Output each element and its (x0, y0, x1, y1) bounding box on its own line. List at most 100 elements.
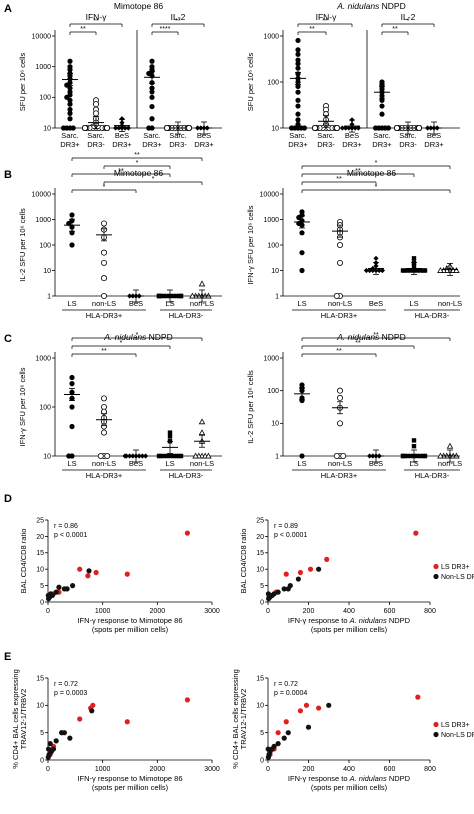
c2-point (299, 453, 305, 459)
e2-point-ls (316, 705, 322, 711)
c2-point (336, 387, 343, 394)
b1-y-tick-label: 100 (39, 242, 51, 249)
d1-annotation: r = 0.86 (54, 523, 78, 530)
b1-category-label: LS (67, 299, 76, 308)
d1-x-tick-label: 2000 (150, 608, 166, 615)
c1-point (69, 374, 75, 381)
b1-y-tick-label: 10 (43, 268, 51, 275)
e2-x-label: IFN-γ response to A. nidulans NDPD (288, 774, 411, 783)
d2-annotation: r = 0.89 (274, 523, 298, 530)
e1-point-nonls (53, 738, 59, 744)
a1-category-label: Sarc. (87, 131, 105, 140)
c2-point (446, 442, 454, 449)
d1-point-nonls (70, 583, 76, 589)
d2-annotation: p < 0.0001 (274, 532, 307, 539)
c2-point (299, 397, 305, 404)
e1-point-nonls (67, 735, 73, 741)
c1-group-label: HLA-DR3+ (86, 471, 123, 480)
c1-point (178, 453, 184, 459)
panel-label-B: B (4, 169, 12, 181)
a2-point (295, 97, 301, 103)
b2-point (363, 267, 369, 274)
a1-point (67, 67, 73, 73)
a2-point (393, 125, 400, 132)
a1-point (67, 85, 73, 91)
a2-category-label: DR3+ (288, 140, 308, 149)
a2-point (355, 125, 361, 131)
a2-y-label: SFU per 10⁶ cells (246, 52, 255, 111)
b2-point (370, 267, 376, 274)
b2-group-label: HLA-DR3- (415, 311, 450, 320)
e2-x-tick-label: 600 (384, 766, 396, 773)
b1-sig-label: * (103, 184, 106, 191)
a2-sig-label: ** (392, 26, 398, 33)
d1-y-tick-label: 10 (36, 567, 44, 574)
d2-x-tick-label: 200 (303, 608, 315, 615)
a2-category-label: Sarc. (317, 131, 335, 140)
e2-x-tick-label: 200 (303, 766, 315, 773)
a1-y-tick-label: 10000 (32, 33, 52, 40)
a1-point (67, 97, 73, 103)
b2-category-label: non-LS (438, 299, 462, 308)
a2-category-label: DR3+ (372, 140, 392, 149)
c1-point (156, 453, 162, 459)
a2-point (373, 125, 379, 131)
a1-y-label: SFU per 10⁶ cells (18, 52, 27, 111)
a2-y-tick-label: 10 (271, 125, 279, 132)
a1-category-label: DR3+ (112, 140, 132, 149)
c2-category-label: non-LS (438, 459, 462, 468)
d1-point-ls (85, 573, 91, 579)
c1-point (161, 453, 166, 459)
panel-label-E: E (4, 651, 11, 663)
a1-point (93, 110, 100, 117)
e2-point-nonls (285, 730, 291, 736)
a2-y-tick-label: 1000 (263, 33, 279, 40)
d1-annotation: p < 0.0001 (54, 532, 87, 539)
a2-point (295, 103, 301, 109)
c1-point (69, 381, 75, 387)
e2-x-tick-label: 0 (266, 766, 270, 773)
b2-point (453, 267, 460, 273)
d2-point-ls (307, 566, 314, 572)
d2-point-nonls (285, 586, 291, 592)
d2-point-ls (413, 530, 419, 536)
e2-y-tick-label: 10 (256, 703, 264, 710)
b1-title: Mimotope 86 (114, 168, 163, 178)
e2-point-nonls (265, 754, 272, 760)
c1-category-label: non-LS (190, 459, 214, 468)
a2-category-label: DR3+ (424, 140, 444, 149)
b2-point (408, 268, 413, 273)
a1-point (149, 58, 155, 64)
a2-point (343, 125, 349, 131)
e1-y-tick-label: 10 (36, 703, 44, 710)
c2-y-label: IL-2 SFU per 10⁶ cells (246, 370, 255, 444)
e2-point-ls (415, 694, 421, 700)
a1-category-label: DR3- (87, 140, 105, 149)
c2-point (340, 452, 347, 459)
c2-point (333, 452, 340, 459)
d2-point-ls (283, 571, 289, 577)
d1-y-label: BAL CD4/CD8 ratio (19, 529, 28, 594)
d1-y-tick-label: 25 (36, 517, 44, 524)
b2-title: Mimotope 86 (347, 168, 396, 178)
a2-sig-label: * (407, 18, 410, 25)
d1-y-tick-label: 15 (36, 550, 44, 557)
c2-point (336, 420, 343, 427)
e1-y-tick-label: 5 (40, 730, 44, 737)
b1-point (101, 259, 108, 266)
b2-category-label: non-LS (328, 299, 352, 308)
a2-point (333, 125, 340, 132)
e1-point-ls (77, 716, 83, 722)
c2-category-label: BeS (369, 459, 383, 468)
a2-point (295, 57, 301, 63)
d2-x-tick-label: 800 (424, 608, 436, 615)
e2-legend-entry: LS DR3+ (441, 722, 470, 729)
a2-group-label: IFN-γ (316, 12, 338, 22)
b1-group-label: HLA-DR3+ (86, 311, 123, 320)
b1-category-label: non-LS (190, 299, 214, 308)
e1-point-nonls (45, 754, 51, 760)
c2-sig-label: ** (355, 340, 361, 347)
a2-category-label: BeS (345, 131, 359, 140)
a2-point (379, 111, 385, 117)
c1-point (205, 452, 212, 459)
